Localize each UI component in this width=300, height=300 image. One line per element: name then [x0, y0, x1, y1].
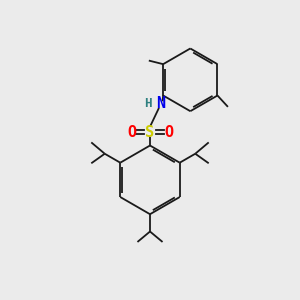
Text: O: O	[127, 124, 136, 140]
Text: H: H	[144, 97, 152, 110]
Text: N: N	[156, 96, 165, 111]
Text: S: S	[146, 124, 154, 140]
Text: O: O	[164, 124, 173, 140]
